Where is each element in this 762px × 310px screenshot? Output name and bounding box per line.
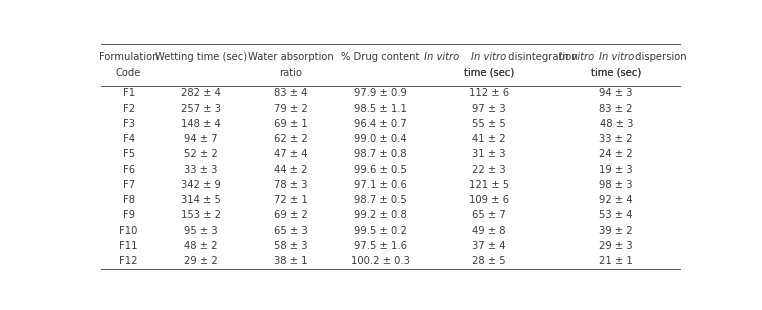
Text: 47 ± 4: 47 ± 4: [274, 149, 307, 159]
Text: 65 ± 3: 65 ± 3: [274, 226, 308, 236]
Text: 99.6 ± 0.5: 99.6 ± 0.5: [354, 165, 407, 175]
Text: 21 ± 1: 21 ± 1: [600, 256, 633, 266]
Text: F12: F12: [120, 256, 138, 266]
Text: 48 ± 3: 48 ± 3: [600, 119, 633, 129]
Text: 83 ± 4: 83 ± 4: [274, 88, 307, 99]
Text: 99.0 ± 0.4: 99.0 ± 0.4: [354, 134, 407, 144]
Text: ratio: ratio: [279, 68, 303, 78]
Text: F4: F4: [123, 134, 135, 144]
Text: 39 ± 2: 39 ± 2: [600, 226, 633, 236]
Text: 94 ± 3: 94 ± 3: [600, 88, 633, 99]
Text: 96.4 ± 0.7: 96.4 ± 0.7: [354, 119, 407, 129]
Text: 24 ± 2: 24 ± 2: [600, 149, 633, 159]
Text: time (sec): time (sec): [464, 68, 514, 78]
Text: 33 ± 3: 33 ± 3: [184, 165, 218, 175]
Text: 342 ± 9: 342 ± 9: [181, 180, 221, 190]
Text: In vitro: In vitro: [471, 52, 507, 62]
Text: F1: F1: [123, 88, 135, 99]
Text: Formulation: Formulation: [99, 52, 158, 62]
Text: 72 ± 1: 72 ± 1: [274, 195, 308, 205]
Text: 92 ± 4: 92 ± 4: [600, 195, 633, 205]
Text: 314 ± 5: 314 ± 5: [181, 195, 221, 205]
Text: In vitro: In vitro: [599, 52, 634, 62]
Text: 98.7 ± 0.8: 98.7 ± 0.8: [354, 149, 407, 159]
Text: 29 ± 3: 29 ± 3: [600, 241, 633, 251]
Text: 98.5 ± 1.1: 98.5 ± 1.1: [354, 104, 407, 114]
Text: 97.5 ± 1.6: 97.5 ± 1.6: [354, 241, 407, 251]
Text: 29 ± 2: 29 ± 2: [184, 256, 218, 266]
Text: 97.9 ± 0.9: 97.9 ± 0.9: [354, 88, 407, 99]
Text: 153 ± 2: 153 ± 2: [181, 210, 221, 220]
Text: F7: F7: [123, 180, 135, 190]
Text: 97.1 ± 0.6: 97.1 ± 0.6: [354, 180, 407, 190]
Text: time (sec): time (sec): [591, 68, 642, 78]
Text: 53 ± 4: 53 ± 4: [600, 210, 633, 220]
Text: 41 ± 2: 41 ± 2: [472, 134, 506, 144]
Text: time (sec): time (sec): [464, 68, 514, 78]
Text: 95 ± 3: 95 ± 3: [184, 226, 218, 236]
Text: % Drug content: % Drug content: [341, 52, 420, 62]
Text: 99.5 ± 0.2: 99.5 ± 0.2: [354, 226, 407, 236]
Text: 94 ± 7: 94 ± 7: [184, 134, 218, 144]
Text: 257 ± 3: 257 ± 3: [181, 104, 221, 114]
Text: 79 ± 2: 79 ± 2: [274, 104, 308, 114]
Text: Code: Code: [116, 68, 141, 78]
Text: 22 ± 3: 22 ± 3: [472, 165, 506, 175]
Text: 69 ± 1: 69 ± 1: [274, 119, 308, 129]
Text: 49 ± 8: 49 ± 8: [472, 226, 506, 236]
Text: 148 ± 4: 148 ± 4: [181, 119, 221, 129]
Text: 55 ± 5: 55 ± 5: [472, 119, 506, 129]
Text: 112 ± 6: 112 ± 6: [469, 88, 509, 99]
Text: 52 ± 2: 52 ± 2: [184, 149, 218, 159]
Text: 109 ± 6: 109 ± 6: [469, 195, 509, 205]
Text: 31 ± 3: 31 ± 3: [472, 149, 506, 159]
Text: 282 ± 4: 282 ± 4: [181, 88, 221, 99]
Text: 62 ± 2: 62 ± 2: [274, 134, 308, 144]
Text: F9: F9: [123, 210, 135, 220]
Text: F6: F6: [123, 165, 135, 175]
Text: 97 ± 3: 97 ± 3: [472, 104, 506, 114]
Text: 83 ± 2: 83 ± 2: [600, 104, 633, 114]
Text: 98 ± 3: 98 ± 3: [600, 180, 633, 190]
Text: 19 ± 3: 19 ± 3: [600, 165, 633, 175]
Text: 44 ± 2: 44 ± 2: [274, 165, 307, 175]
Text: 65 ± 7: 65 ± 7: [472, 210, 506, 220]
Text: In vitro: In vitro: [559, 52, 594, 62]
Text: 121 ± 5: 121 ± 5: [469, 180, 509, 190]
Text: 28 ± 5: 28 ± 5: [472, 256, 506, 266]
Text: Wetting time (sec): Wetting time (sec): [155, 52, 247, 62]
Text: 37 ± 4: 37 ± 4: [472, 241, 506, 251]
Text: 99.2 ± 0.8: 99.2 ± 0.8: [354, 210, 407, 220]
Text: 69 ± 2: 69 ± 2: [274, 210, 308, 220]
Text: F3: F3: [123, 119, 135, 129]
Text: 58 ± 3: 58 ± 3: [274, 241, 307, 251]
Text: F11: F11: [120, 241, 138, 251]
Text: Water absorption: Water absorption: [248, 52, 334, 62]
Text: F2: F2: [123, 104, 135, 114]
Text: 38 ± 1: 38 ± 1: [274, 256, 307, 266]
Text: dispersion: dispersion: [632, 52, 687, 62]
Text: 33 ± 2: 33 ± 2: [600, 134, 633, 144]
Text: 48 ± 2: 48 ± 2: [184, 241, 218, 251]
Text: F8: F8: [123, 195, 135, 205]
Text: F5: F5: [123, 149, 135, 159]
Text: F10: F10: [120, 226, 138, 236]
Text: In vitro: In vitro: [424, 52, 459, 62]
Text: time (sec): time (sec): [591, 68, 642, 78]
Text: 78 ± 3: 78 ± 3: [274, 180, 307, 190]
Text: 100.2 ± 0.3: 100.2 ± 0.3: [351, 256, 410, 266]
Text: 98.7 ± 0.5: 98.7 ± 0.5: [354, 195, 407, 205]
Text: disintegration: disintegration: [505, 52, 578, 62]
